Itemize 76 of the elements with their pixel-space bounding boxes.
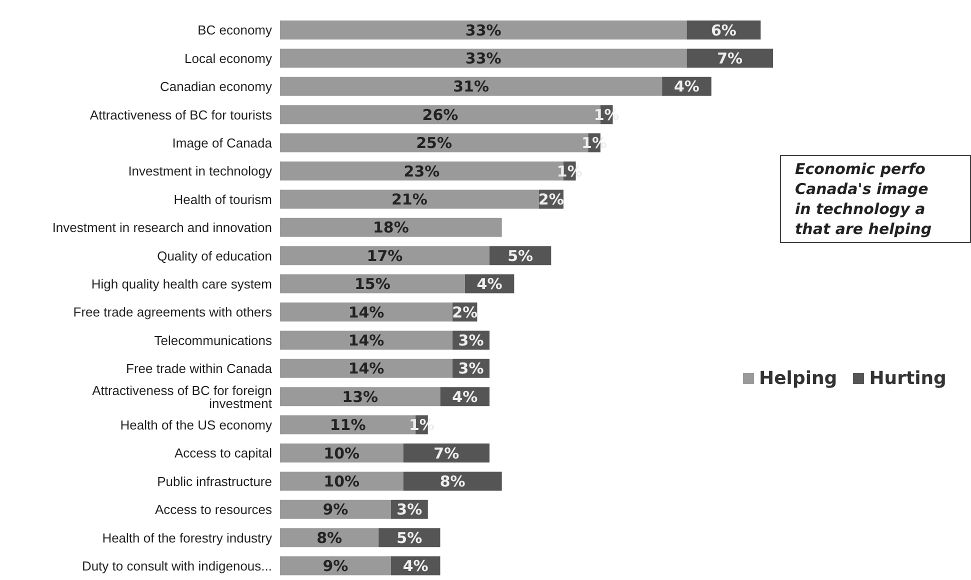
data-label: 6% xyxy=(710,21,736,40)
data-label: 4% xyxy=(674,78,700,96)
y-tick-label: Attractiveness of BC for foreign investment xyxy=(92,382,272,411)
data-label: 8% xyxy=(316,528,342,547)
bar xyxy=(280,444,404,463)
data-label: 4% xyxy=(476,275,502,294)
bar xyxy=(280,556,391,576)
y-tick-label: Canadian economy xyxy=(160,79,272,94)
bar xyxy=(280,76,662,96)
data-label: 33% xyxy=(465,50,502,68)
data-label: 17% xyxy=(366,246,403,265)
y-tick-label: Local economy xyxy=(184,50,272,66)
bar xyxy=(403,472,502,491)
data-label: 23% xyxy=(404,162,440,180)
data-label: 26% xyxy=(422,106,458,124)
y-tick-label: Quality of education xyxy=(157,248,272,264)
bar xyxy=(280,20,687,40)
bar xyxy=(686,48,773,68)
text: Economic perfo Canada's image in technology a that are helping xyxy=(780,155,971,243)
y-tick-label: High quality health care system xyxy=(91,276,272,292)
data-label: 3% xyxy=(458,332,484,350)
data-label: 14% xyxy=(348,360,384,378)
data-label: 9% xyxy=(322,557,348,576)
bar xyxy=(280,190,539,209)
y-tick-label: Duty to consult with indigenous... xyxy=(82,558,272,574)
data-label: 33% xyxy=(465,21,502,40)
bar xyxy=(280,358,453,378)
y-tick-label: Free trade agreements with others xyxy=(73,304,272,320)
data-label: 8% xyxy=(440,472,466,491)
y-tick-label: BC economy xyxy=(198,22,272,38)
bar xyxy=(280,218,502,237)
bar xyxy=(280,472,404,491)
data-label: 4% xyxy=(452,388,478,406)
data-label: 3% xyxy=(458,360,484,378)
y-tick-label: Access to resources xyxy=(154,502,272,518)
legend-label: Hurting xyxy=(868,368,946,389)
data-label: 14% xyxy=(348,303,384,322)
data-label: 21% xyxy=(391,190,428,209)
y-tick-label: Health of the US economy xyxy=(120,418,272,433)
data-label: 25% xyxy=(416,134,452,152)
y-tick-label: Attractiveness of BC for tourists xyxy=(90,107,272,122)
data-label: 2% xyxy=(538,190,564,209)
data-label: 15% xyxy=(354,275,390,294)
data-label: 10% xyxy=(324,444,360,462)
data-label: 13% xyxy=(342,388,378,406)
bar xyxy=(280,48,687,68)
y-tick-label: Free trade within Canada xyxy=(126,361,273,376)
bar xyxy=(280,528,379,548)
bar xyxy=(280,330,453,350)
y-tick-label: Investment in technology xyxy=(128,164,272,179)
bar xyxy=(280,387,440,406)
y-tick-label: Health of tourism xyxy=(174,192,272,207)
bar xyxy=(280,500,391,519)
data-label: 18% xyxy=(372,218,409,237)
bar xyxy=(280,302,453,322)
data-label: 10% xyxy=(324,472,360,491)
y-tick-label: Investment in research and innovation xyxy=(52,220,272,236)
data-label: 7% xyxy=(434,444,460,462)
data-label: 11% xyxy=(330,416,366,434)
data-label: 7% xyxy=(717,50,743,68)
y-tick-label: Public infrastructure xyxy=(157,474,272,489)
legend-label: Helping xyxy=(758,368,838,389)
y-tick-label: Telecommunications xyxy=(154,332,272,348)
data-label: 14% xyxy=(348,332,384,350)
bar xyxy=(280,274,465,294)
data-label: 9% xyxy=(322,500,348,519)
data-label: 5% xyxy=(396,528,422,547)
y-tick-label: Health of the forestry industry xyxy=(102,530,272,546)
bar xyxy=(403,444,490,463)
bar xyxy=(280,246,490,266)
data-label: 3% xyxy=(396,500,422,519)
y-tick-label: Access to capital xyxy=(174,446,272,461)
data-label: 5% xyxy=(508,246,534,265)
data-label: 4% xyxy=(402,557,428,576)
y-tick-label: Image of Canada xyxy=(172,136,273,151)
data-label: 31% xyxy=(453,78,489,96)
